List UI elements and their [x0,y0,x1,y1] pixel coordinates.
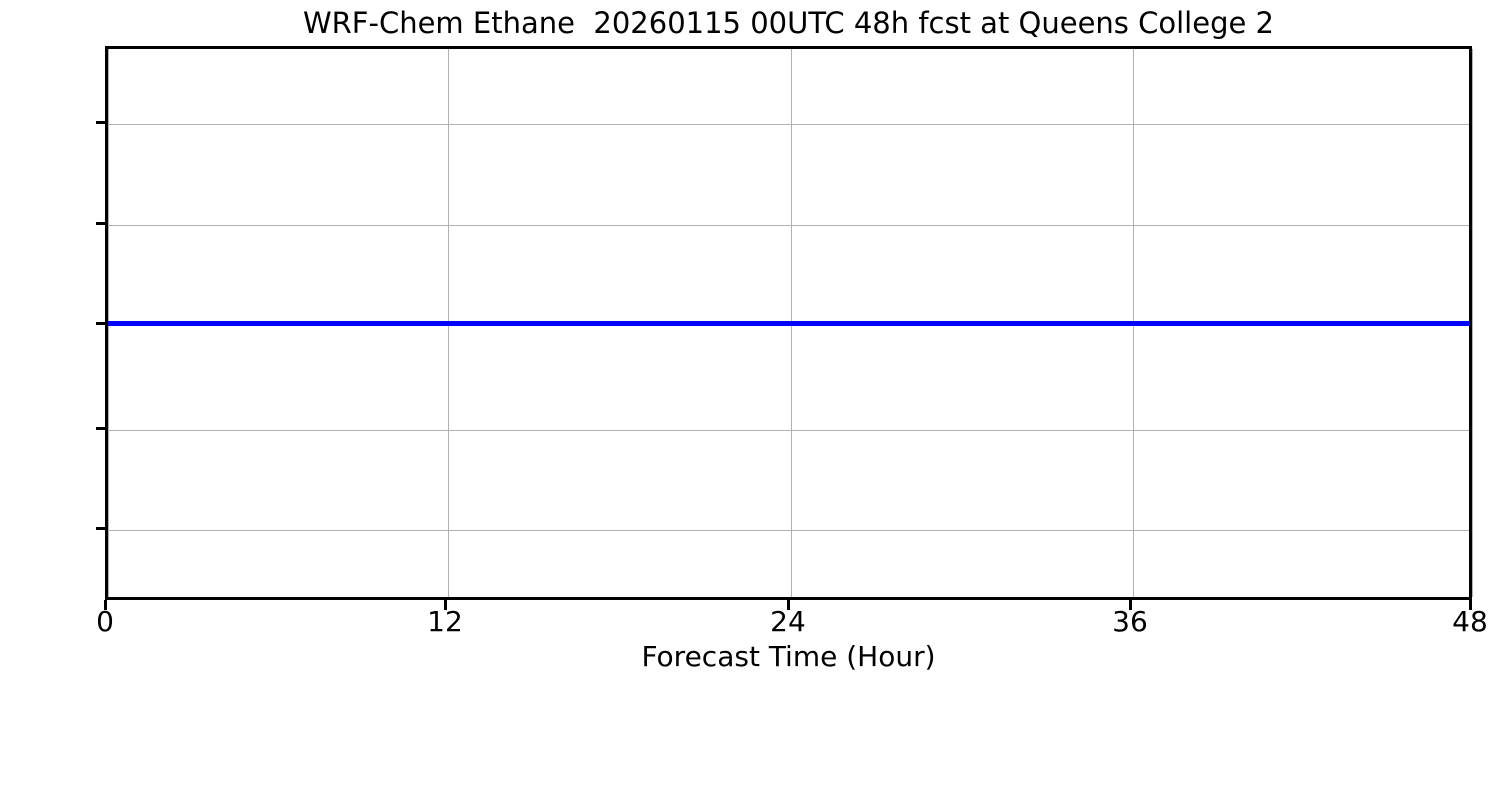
series-segment-ethane [1440,320,1470,326]
gridline-y--0.04 [108,530,1469,531]
x-tick-label-0: 0 [96,605,114,638]
series-segment-ethane [760,320,790,326]
series-segment-ethane [1242,320,1272,326]
series-segment-ethane [788,320,818,326]
series-segment-ethane [986,320,1017,326]
series-segment-ethane [448,320,478,326]
series-segment-ethane [476,320,506,326]
series-segment-ethane [930,320,960,326]
series-segment-ethane [1157,320,1187,326]
x-axis-label: Forecast Time (Hour) [641,640,936,673]
series-segment-ethane [816,320,847,326]
series-segment-ethane [1185,320,1215,326]
gridline-y--0.02 [108,430,1469,431]
y-axis-label-clip: ppbv [0,46,12,600]
series-segment-ethane [675,320,705,326]
gridline-y-0.02 [108,225,1469,226]
series-segment-ethane [334,320,365,326]
x-tick-label-12: 12 [427,605,463,638]
x-tick-mark-48 [1469,600,1472,610]
plot-area [105,46,1473,600]
y-tick-mark-4 [96,527,106,530]
series-segment-ethane [873,320,903,326]
series-segment-ethane [561,320,591,326]
x-tick-mark-24 [787,600,790,610]
series-segment-ethane [504,320,535,326]
chart-title: WRF-Chem Ethane 20260115 00UTC 48h fcst … [302,6,1275,40]
series-segment-ethane [278,320,308,326]
series-segment-ethane [901,320,932,326]
series-segment-ethane [618,320,648,326]
series-segment-ethane [193,320,223,326]
gridline-y-0.00 [108,325,1469,326]
y-tick-mark-0 [96,121,106,124]
series-segment-ethane [845,320,875,326]
series-segment-ethane [1412,320,1442,326]
series-segment-ethane [1100,320,1130,326]
series-segment-ethane [1043,320,1074,326]
gridline-y-0.04 [108,124,1469,125]
series-segment-ethane [1015,320,1045,326]
series-segment-ethane [1213,320,1244,326]
series-segment-ethane [363,320,393,326]
x-tick-label-48: 48 [1452,605,1488,638]
series-segment-ethane [306,320,336,326]
series-segment-ethane [419,320,450,326]
series-segment-ethane [108,320,138,326]
series-segment-ethane [1327,320,1357,326]
x-tick-mark-12 [444,600,447,610]
x-tick-label-36: 36 [1112,605,1148,638]
series-segment-ethane [646,320,677,326]
series-segment-ethane [1355,320,1385,326]
series-segment-ethane [249,320,280,326]
series-segment-ethane [1072,320,1102,326]
series-segment-ethane [136,320,166,326]
series-segment-ethane [958,320,988,326]
series-segment-ethane [164,320,195,326]
series-segment-ethane [590,320,620,326]
series-segment-ethane [1298,320,1329,326]
series-segment-ethane [703,320,733,326]
y-tick-mark-3 [96,427,106,430]
y-tick-mark-2 [96,322,106,325]
series-segment-ethane [391,320,421,326]
series-segment-ethane [1270,320,1300,326]
series-segment-ethane [1383,320,1414,326]
series-segment-ethane [533,320,563,326]
series-segment-ethane [1128,320,1159,326]
series-segment-ethane [731,320,762,326]
data-series-layer [108,49,1470,597]
y-tick-mark-1 [96,222,106,225]
x-tick-label-24: 24 [770,605,806,638]
x-tick-mark-36 [1129,600,1132,610]
x-tick-mark-0 [104,600,107,610]
series-segment-ethane [221,320,251,326]
gridline-x-48 [1472,49,1473,597]
